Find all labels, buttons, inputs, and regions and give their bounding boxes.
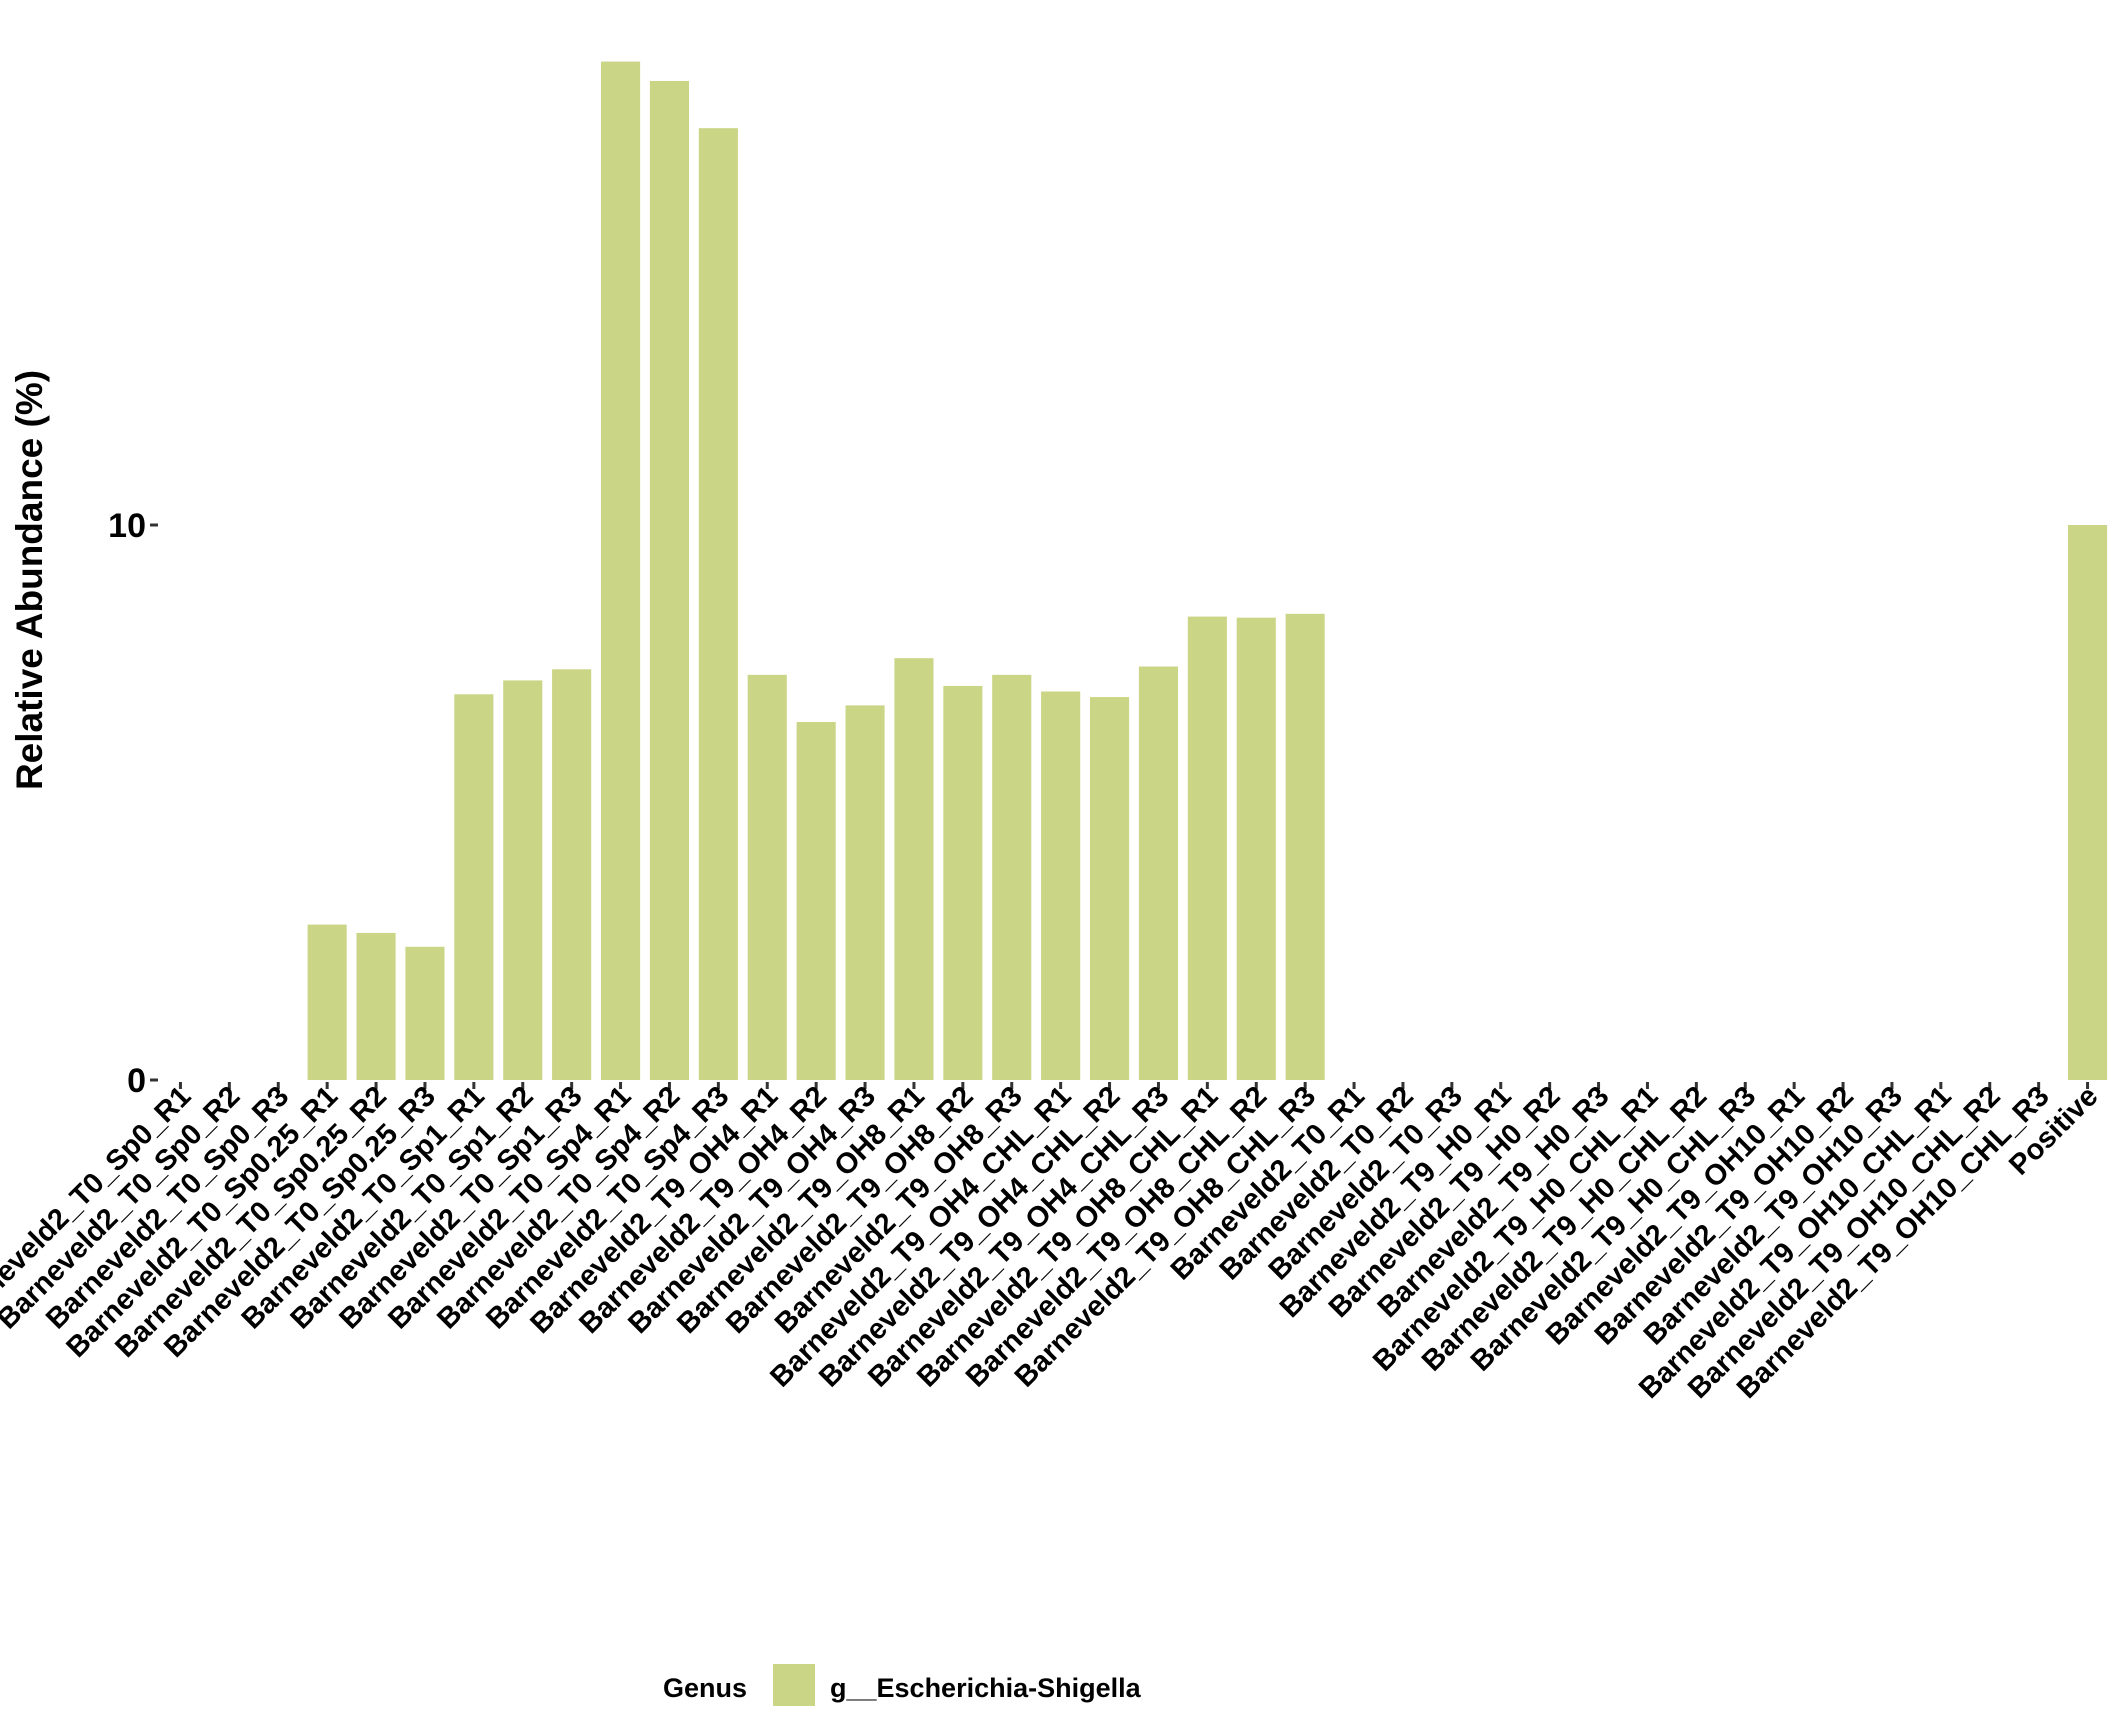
bar-group <box>307 61 2108 1081</box>
legend-swatch <box>773 1664 815 1706</box>
bar <box>2067 525 2108 1080</box>
y-axis-title: Relative Abundance (%) <box>9 370 50 790</box>
bar <box>552 669 592 1080</box>
bar <box>454 694 494 1080</box>
bar <box>796 722 836 1080</box>
y-axis: 0 10 <box>108 507 158 1100</box>
bar <box>747 674 787 1080</box>
bar <box>600 61 641 1080</box>
legend-title: Genus <box>663 1673 747 1703</box>
bar <box>503 680 543 1080</box>
legend: Genus g__Escherichia-Shigella <box>663 1664 1142 1706</box>
legend-label: g__Escherichia-Shigella <box>830 1673 1142 1703</box>
y-tick-label: 10 <box>108 507 146 545</box>
bar <box>405 946 445 1080</box>
bar <box>1041 691 1081 1080</box>
bar <box>1138 666 1179 1080</box>
bar <box>307 924 347 1080</box>
bar <box>992 674 1032 1080</box>
y-tick-label: 0 <box>127 1062 146 1100</box>
bar <box>845 705 885 1081</box>
bar <box>943 685 983 1080</box>
bar <box>698 128 738 1080</box>
x-axis: Barneveld2_T0_Sp0_R1Barneveld2_T0_Sp0_R2… <box>0 1080 2104 1405</box>
bar <box>356 932 396 1080</box>
bar <box>1187 616 1227 1080</box>
bar <box>1089 697 1130 1080</box>
bar <box>894 658 934 1080</box>
bar <box>1285 613 1325 1080</box>
bar <box>1236 617 1276 1080</box>
bar <box>649 81 690 1080</box>
